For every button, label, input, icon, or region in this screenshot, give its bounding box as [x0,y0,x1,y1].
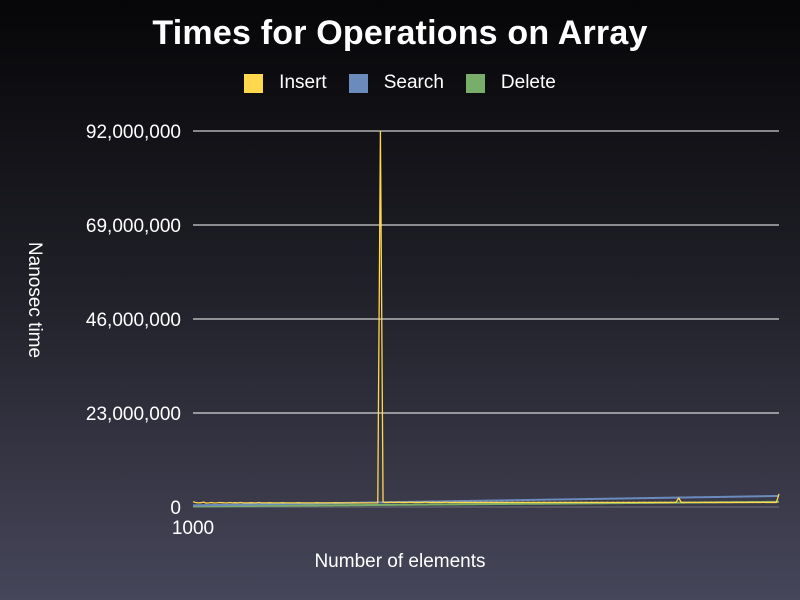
chart-title: Times for Operations on Array [152,14,648,52]
legend-label-search: Search [383,72,444,93]
x-tick-labels: 1000 [172,518,214,539]
y-tick-label: 46,000,000 [86,310,181,331]
legend-label-delete: Delete [500,72,556,93]
series-lines [192,130,780,508]
legend-swatch-insert [244,73,264,93]
legend-swatch-delete [465,73,485,93]
y-tick-label: 23,000,000 [86,404,181,425]
x-tick-label: 1000 [172,518,214,539]
legend-swatch-search [348,73,368,93]
y-tick-labels: 0 23,000,000 46,000,000 69,000,000 92,000,00… [86,122,181,519]
legend-item-delete: Delete [465,72,556,94]
y-tick-label: 92,000,000 [86,122,181,143]
series-line-insert [192,130,780,504]
gridlines [193,130,779,508]
legend-label-insert: Insert [279,72,327,93]
series-line-search [192,494,780,507]
legend-item-insert: Insert [244,72,327,94]
legend: Insert Search Delete [0,72,800,94]
legend-item-search: Search [348,72,444,94]
y-tick-label: 69,000,000 [86,216,181,237]
x-axis-label: Number of elements [314,551,486,572]
y-tick-label: 0 [170,498,181,519]
